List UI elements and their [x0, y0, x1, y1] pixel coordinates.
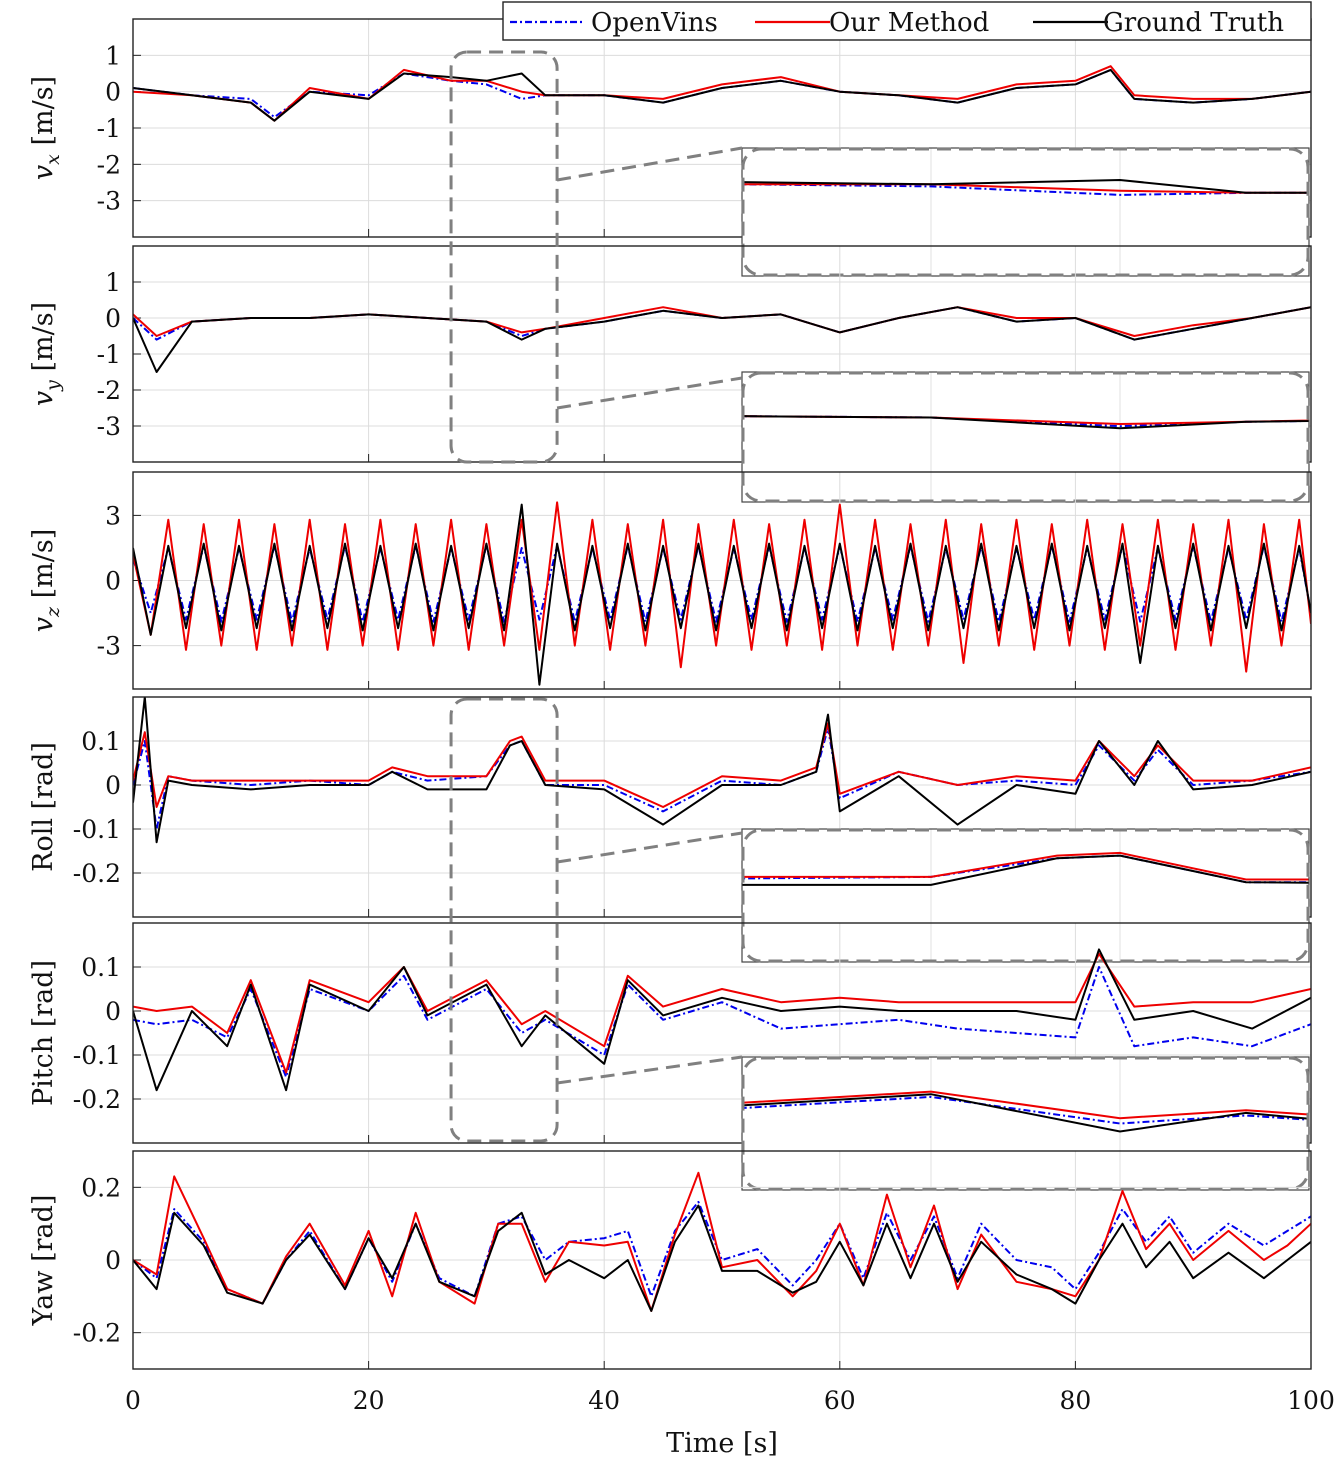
series-line-our-method [133, 306, 1311, 337]
x-tick-label: 100 [1287, 1386, 1335, 1415]
axes-frame [132, 1150, 1312, 1370]
y-axis-label: vz [m/s] [28, 529, 64, 633]
y-tick-label: -0.2 [73, 1085, 121, 1114]
series-line-openvins [133, 966, 1311, 1078]
inset-dashed-border [741, 147, 1310, 277]
y-tick-label: 0.1 [81, 953, 121, 982]
series-line-openvins [133, 68, 1311, 119]
series-line-openvins [133, 726, 1311, 830]
series-line-ground-truth [133, 68, 1311, 122]
legend-label-our-method: Our Method [829, 8, 989, 38]
y-tick-label: -0.1 [73, 1041, 121, 1070]
legend-label-openvins: OpenVins [591, 8, 718, 38]
y-tick-label: -3 [97, 632, 121, 661]
y-axis-label: vx [m/s] [28, 76, 64, 180]
y-axis-label-symbol: v [28, 165, 59, 180]
zoom-inset-vy [741, 371, 1310, 503]
y-tick-label: -0.1 [73, 815, 121, 844]
series-group [133, 65, 1311, 122]
series-line-our-method [133, 722, 1311, 808]
y-tick-label: -3 [97, 412, 121, 441]
y-tick-label: -2 [97, 376, 121, 405]
zoom-connector-line [556, 1055, 743, 1085]
zoom-connector-line [556, 376, 743, 410]
y-axis-label: Roll [rad] [28, 742, 59, 872]
legend-label-ground-truth: Ground Truth [1103, 8, 1284, 38]
y-tick-label: 3 [105, 501, 121, 530]
x-tick-label: 0 [125, 1386, 141, 1415]
panel-yaw: 0.2 0 -0.2 Yaw [rad] [28, 1150, 1312, 1370]
series-line-our-method [133, 501, 1311, 673]
x-tick-label: 60 [824, 1386, 856, 1415]
zoom-connector-line [556, 831, 743, 864]
zoom-connector-line [556, 146, 743, 182]
y-axis-label-subscript: x [42, 154, 64, 165]
y-tick-label: 0 [105, 78, 121, 107]
inset-dashed-border [741, 1056, 1310, 1191]
series-line-our-method [133, 1171, 1311, 1312]
series-line-openvins [133, 1200, 1311, 1305]
axes-frame [132, 471, 1312, 690]
inset-dashed-border [741, 371, 1310, 503]
series-line-openvins [133, 306, 1311, 341]
y-tick-label: -1 [97, 340, 121, 369]
y-tick-label: -1 [97, 114, 121, 143]
series-group [133, 948, 1311, 1092]
y-tick-label: -0.2 [73, 1319, 121, 1348]
y-axis-label: vy [m/s] [28, 302, 64, 406]
y-axis-label: Yaw [rad] [28, 1195, 59, 1327]
series-line-ground-truth [133, 503, 1311, 686]
y-tick-label: -3 [97, 187, 121, 216]
x-tick-label: 20 [353, 1386, 385, 1415]
series-line-ground-truth [133, 697, 1311, 844]
panel-vx: 1 0 -1 -2 -3 vx [m/s] [28, 18, 1312, 238]
inset-dashed-border [741, 828, 1310, 963]
y-tick-label: 0 [105, 771, 121, 800]
y-tick-label: 0.1 [81, 727, 121, 756]
y-axis-label-unit: [m/s] [28, 302, 59, 380]
legend: OpenVins Our Method Ground Truth [502, 1, 1312, 41]
y-axis-label-symbol: v [28, 617, 59, 632]
series-line-our-method [133, 952, 1311, 1074]
y-tick-label: 0.2 [81, 1173, 121, 1202]
y-tick-label: 0 [105, 997, 121, 1026]
y-axis-label-subscript: y [42, 380, 64, 392]
zoom-selection-box [449, 697, 559, 1143]
y-tick-label: 0 [105, 567, 121, 596]
y-axis-label: Pitch [rad] [28, 960, 59, 1106]
x-tick-label: 80 [1059, 1386, 1091, 1415]
axes-frame [132, 696, 1312, 918]
y-tick-label: 1 [105, 268, 121, 297]
series-line-ground-truth [133, 306, 1311, 373]
y-axis-label-unit: [m/s] [28, 529, 59, 607]
x-axis-label: Time [s] [666, 1428, 778, 1459]
x-tick-label: 40 [588, 1386, 620, 1415]
axes-frame [132, 922, 1312, 1144]
axes-frame [132, 245, 1312, 463]
zoom-selection-box [449, 50, 559, 464]
legend-box [502, 1, 1312, 41]
series-line-ground-truth [133, 1204, 1311, 1312]
series-group [133, 501, 1311, 686]
y-tick-label: 1 [105, 41, 121, 70]
y-tick-label: 0 [105, 1246, 121, 1275]
y-tick-label: -2 [97, 150, 121, 179]
y-tick-label: -0.2 [73, 859, 121, 888]
series-line-ground-truth [133, 948, 1311, 1092]
zoom-inset-pitch [741, 1056, 1310, 1191]
y-axis-label-unit: [m/s] [28, 76, 59, 154]
y-tick-label: 0 [105, 304, 121, 333]
panel-vz: 3 0 -3 vz [m/s] [28, 471, 1312, 690]
y-axis-label-subscript: z [42, 606, 64, 618]
series-group [133, 697, 1311, 844]
series-line-our-method [133, 65, 1311, 122]
series-group [133, 306, 1311, 373]
y-axis-label-symbol: v [28, 391, 59, 406]
series-group [133, 1171, 1311, 1312]
zoom-inset-vx [741, 147, 1310, 277]
zoom-inset-roll [741, 828, 1310, 963]
